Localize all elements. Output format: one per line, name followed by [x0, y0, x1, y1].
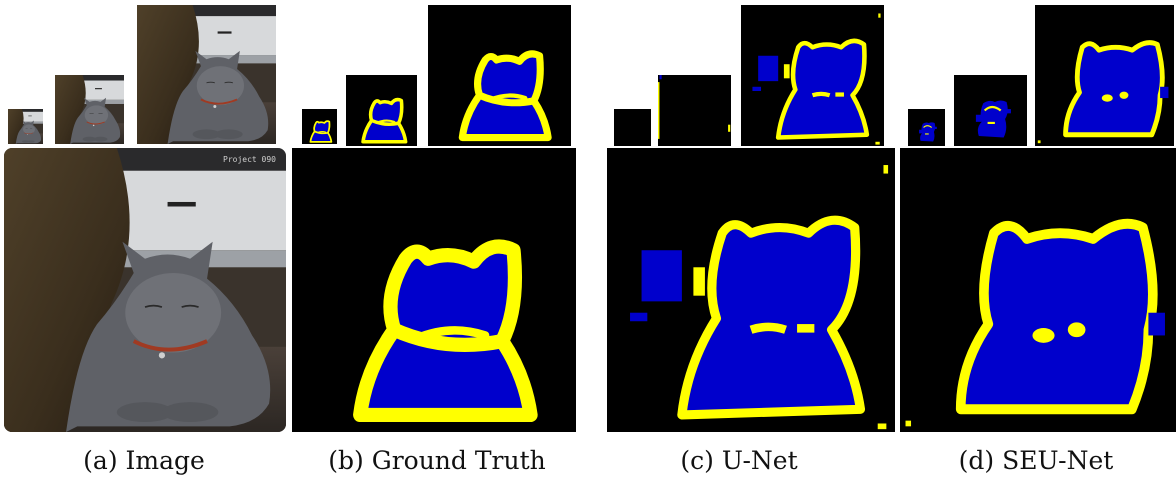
photo-watermark: Project 090: [223, 155, 276, 164]
image-full: Project 090: [4, 148, 286, 432]
caption-seunet: (d) SEU-Net: [958, 446, 1114, 475]
seunet-scale-1: [908, 109, 945, 146]
unet-scale-2: [658, 75, 731, 146]
image-scale-2: [55, 75, 124, 144]
ground-truth-scale-2: [346, 75, 417, 146]
caption-image: (a) Image: [83, 446, 205, 475]
ground-truth-scale-3: [428, 5, 571, 146]
unet-scale-3: [741, 5, 884, 146]
caption-ground-truth: (b) Ground Truth: [328, 446, 546, 475]
ground-truth-scale-1: [302, 109, 337, 144]
image-scale-1: [8, 109, 43, 144]
unet-full: [607, 148, 895, 432]
ground-truth-full: [292, 148, 576, 432]
seunet-scale-2: [954, 75, 1027, 146]
seunet-full: [900, 148, 1176, 432]
caption-unet: (c) U-Net: [680, 446, 798, 475]
image-scale-3: [137, 5, 276, 144]
unet-scale-1: [614, 109, 651, 146]
seunet-scale-3: [1035, 5, 1174, 146]
